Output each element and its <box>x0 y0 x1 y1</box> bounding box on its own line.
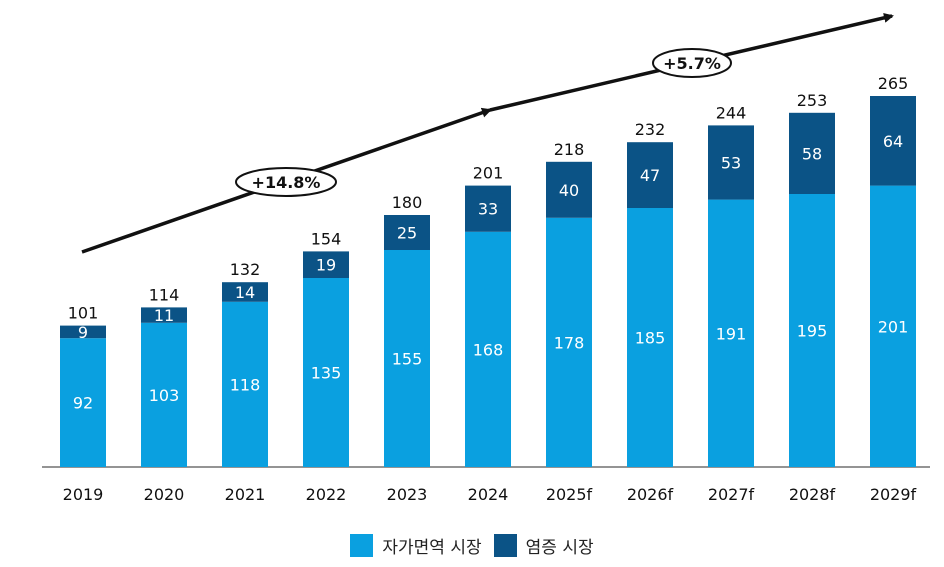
x-tick-label: 2028f <box>789 485 836 504</box>
total-label: 132 <box>230 260 261 279</box>
bar-autoimmune <box>708 199 754 467</box>
bar-inflammation <box>870 96 916 186</box>
legend-item-inflammation: 염증 시장 <box>493 533 594 558</box>
bar-inflammation <box>789 112 835 194</box>
x-tick-label: 2025f <box>546 485 593 504</box>
legend-swatch-autoimmune <box>350 533 374 557</box>
value-label-autoimmune: 195 <box>797 322 828 341</box>
x-tick-label: 2026f <box>627 485 674 504</box>
total-label: 180 <box>392 193 423 212</box>
bar-autoimmune <box>465 231 511 467</box>
value-label-autoimmune: 103 <box>149 386 180 405</box>
x-tick-label: 2024 <box>468 485 509 504</box>
cagr-label: +14.8% <box>252 173 321 192</box>
bar-inflammation <box>303 251 349 278</box>
total-label: 244 <box>716 103 747 122</box>
value-label-autoimmune: 155 <box>392 350 423 369</box>
bar-autoimmune <box>627 208 673 467</box>
total-label: 218 <box>554 140 585 159</box>
bar-autoimmune <box>141 322 187 467</box>
cagr-callout <box>235 167 337 197</box>
bar-inflammation <box>465 185 511 232</box>
legend-label-inflammation: 염증 시장 <box>525 537 594 558</box>
legend-swatch-inflammation <box>493 533 517 557</box>
x-tick-label: 2022 <box>306 485 347 504</box>
value-label-autoimmune: 118 <box>230 375 261 394</box>
bar-inflammation <box>60 325 106 339</box>
value-label-inflammation: 14 <box>235 283 255 302</box>
x-tick-label: 2023 <box>387 485 428 504</box>
x-tick-label: 2021 <box>225 485 266 504</box>
total-label: 114 <box>149 285 180 304</box>
bar-autoimmune <box>870 185 916 467</box>
cagr-callout <box>652 48 732 78</box>
bar-inflammation <box>222 282 268 302</box>
legend-label-autoimmune: 자가면역 시장 <box>382 537 482 558</box>
value-label-inflammation: 11 <box>154 306 174 325</box>
value-label-inflammation: 33 <box>478 200 498 219</box>
x-tick-label: 2019 <box>63 485 104 504</box>
x-tick-label: 2029f <box>870 485 917 504</box>
bar-inflammation <box>627 142 673 208</box>
value-label-inflammation: 58 <box>802 144 822 163</box>
value-label-autoimmune: 135 <box>311 364 342 383</box>
value-label-autoimmune: 168 <box>473 340 504 359</box>
value-label-inflammation: 40 <box>559 181 579 200</box>
stacked-bar-chart: 9291012019103111142020118141322021135191… <box>42 12 930 504</box>
bar-inflammation <box>141 307 187 323</box>
total-label: 232 <box>635 120 666 139</box>
value-label-inflammation: 64 <box>883 132 903 151</box>
bar-inflammation <box>546 161 592 218</box>
value-label-inflammation: 53 <box>721 154 741 173</box>
total-label: 253 <box>797 91 828 110</box>
legend: 자가면역 시장 염증 시장 <box>0 528 944 562</box>
value-label-inflammation: 47 <box>640 166 660 185</box>
value-label-autoimmune: 92 <box>73 394 93 413</box>
bar-autoimmune <box>222 301 268 467</box>
total-label: 154 <box>311 229 342 248</box>
legend-item-autoimmune: 자가면역 시장 <box>350 533 482 558</box>
x-tick-label: 2027f <box>708 485 755 504</box>
bar-autoimmune <box>303 278 349 467</box>
bar-autoimmune <box>384 250 430 467</box>
value-label-autoimmune: 201 <box>878 317 909 336</box>
value-label-autoimmune: 191 <box>716 324 747 343</box>
total-label: 265 <box>878 74 909 93</box>
bar-autoimmune <box>546 217 592 467</box>
x-tick-label: 2020 <box>144 485 185 504</box>
bar-inflammation <box>384 215 430 250</box>
value-label-autoimmune: 185 <box>635 329 666 348</box>
bar-inflammation <box>708 125 754 200</box>
value-label-autoimmune: 178 <box>554 333 585 352</box>
value-label-inflammation: 25 <box>397 224 417 243</box>
value-label-inflammation: 9 <box>78 323 88 342</box>
bar-autoimmune <box>60 338 106 467</box>
cagr-label: +5.7% <box>663 54 721 73</box>
value-label-inflammation: 19 <box>316 256 336 275</box>
total-label: 201 <box>473 164 504 183</box>
total-label: 101 <box>68 304 99 323</box>
bar-autoimmune <box>789 194 835 467</box>
